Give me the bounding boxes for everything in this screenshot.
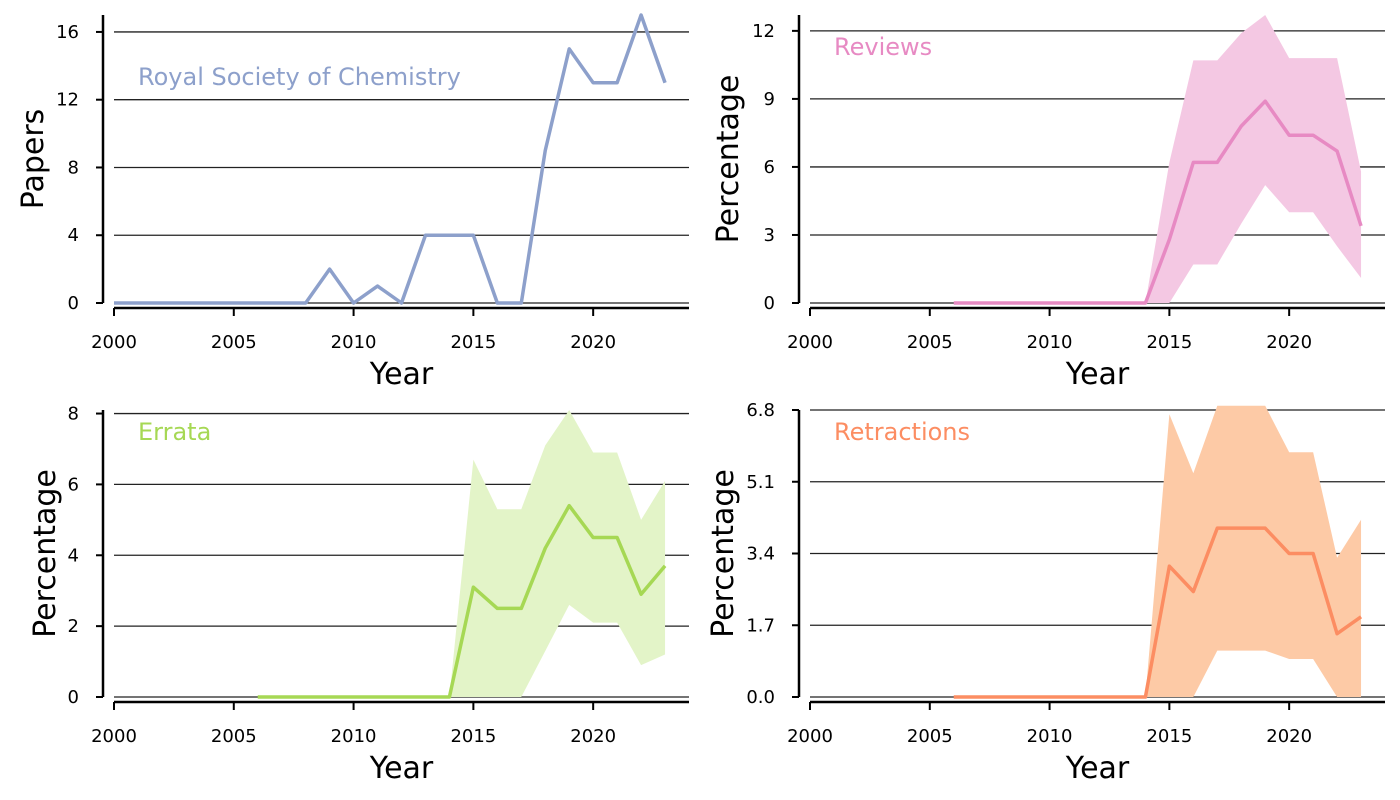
panel-errata: 0 2 4 6 8 2000 2005 2010 2015 2020 Year Percentage… — [28, 404, 689, 786]
panel-label: Retractions — [834, 418, 970, 446]
confidence-band — [953, 405, 1362, 697]
y-tick-label: 3 — [764, 225, 775, 246]
x-tick-label: 2000 — [787, 726, 833, 747]
y-tick-label: 2 — [68, 616, 79, 637]
x-tick-label: 2005 — [907, 726, 953, 747]
y-tick-label: 0 — [764, 293, 775, 314]
y-tick-label: 0 — [68, 687, 79, 708]
x-tick-label: 2015 — [1146, 726, 1192, 747]
y-axis-label: Percentage — [711, 75, 746, 244]
x-tick-label: 2005 — [211, 332, 257, 353]
y-tick-label: 6 — [764, 157, 775, 178]
y-tick-label: 0 — [68, 293, 79, 314]
panel-rsc-papers: 0 4 8 12 16 2000 2005 2010 2015 2020 Year Papers Ro… — [16, 13, 689, 392]
y-tick-label: 8 — [68, 404, 79, 425]
y-tick-label: 4 — [68, 545, 79, 566]
x-tick-label: 2000 — [787, 332, 833, 353]
y-tick-label: 5.1 — [746, 472, 775, 493]
y-tick-label: 6 — [68, 474, 79, 495]
x-tick-label: 2015 — [450, 726, 496, 747]
panel-label: Royal Society of Chemistry — [138, 63, 461, 91]
x-tick-label: 2000 — [91, 332, 137, 353]
x-tick-label: 2020 — [570, 726, 616, 747]
x-tick-label: 2005 — [907, 332, 953, 353]
y-axis-label: Percentage — [706, 469, 741, 638]
y-tick-label: 3.4 — [746, 544, 775, 565]
series-line — [953, 526, 1363, 699]
y-tick-label: 4 — [68, 225, 79, 246]
confidence-band — [953, 15, 1362, 303]
x-tick-label: 2010 — [331, 726, 377, 747]
y-tick-label: 6.8 — [746, 400, 775, 421]
series-line — [953, 99, 1363, 305]
series-line — [114, 13, 667, 305]
x-tick-label: 2015 — [450, 332, 496, 353]
x-axis-label: Year — [369, 357, 434, 392]
panel-label: Reviews — [834, 33, 932, 61]
x-tick-label: 2015 — [1146, 332, 1192, 353]
y-axis-label: Percentage — [28, 469, 63, 638]
y-tick-label: 12 — [752, 21, 775, 42]
y-axis-label: Papers — [16, 109, 51, 210]
x-tick-label: 2010 — [1027, 726, 1073, 747]
panel-label: Errata — [138, 418, 211, 446]
series-line — [257, 503, 667, 699]
x-tick-label: 2020 — [570, 332, 616, 353]
x-tick-label: 2005 — [211, 726, 257, 747]
y-tick-label: 8 — [68, 157, 79, 178]
y-tick-label: 0.0 — [746, 687, 775, 708]
panel-retractions: 0.0 1.7 3.4 5.1 6.8 2000 2005 2010 2015 2020 Year… — [706, 400, 1385, 786]
confidence-band — [257, 410, 666, 697]
x-axis-label: Year — [369, 751, 434, 786]
x-axis-label: Year — [1065, 751, 1130, 786]
x-axis-label: Year — [1065, 357, 1130, 392]
panel-reviews: 0 3 6 9 12 2000 2005 2010 2015 2020 Year Percentag… — [711, 15, 1385, 392]
y-tick-label: 16 — [56, 22, 79, 43]
y-tick-label: 12 — [56, 90, 79, 111]
x-tick-label: 2000 — [91, 726, 137, 747]
x-tick-label: 2010 — [331, 332, 377, 353]
x-tick-label: 2010 — [1027, 332, 1073, 353]
y-tick-label: 1.7 — [746, 615, 775, 636]
x-tick-label: 2020 — [1266, 726, 1312, 747]
y-tick-label: 9 — [764, 89, 775, 110]
x-tick-label: 2020 — [1266, 332, 1312, 353]
